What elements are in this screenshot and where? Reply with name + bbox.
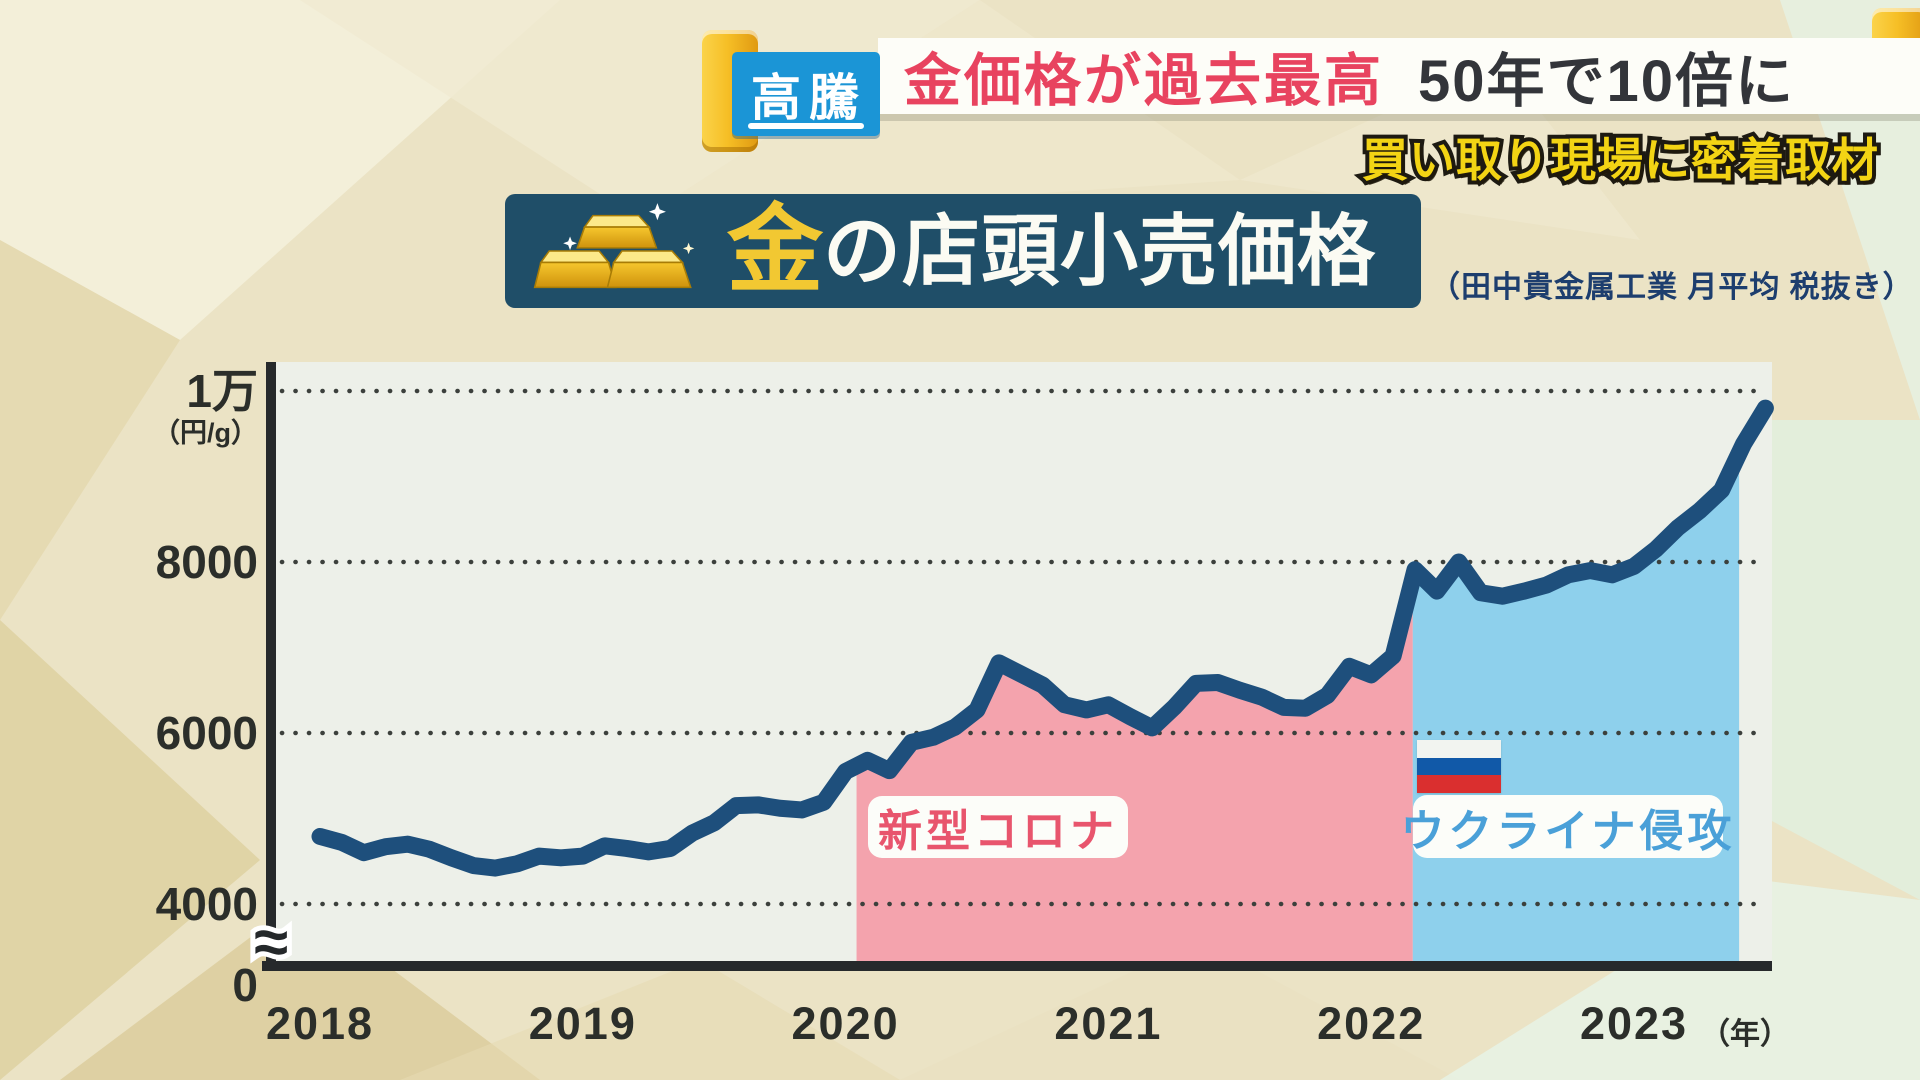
x-tick-label: 2020 [791, 998, 900, 1049]
chart-title-banner: 金 の店頭小売価格 [505, 194, 1421, 308]
x-axis-year-suffix: （年） [1700, 1018, 1790, 1051]
x-tick-label: 2021 [1054, 998, 1163, 1049]
headline-badge: 高騰 [732, 52, 880, 136]
x-tick-label: 2019 [528, 998, 637, 1049]
subtitle-text: 買い取り現場に密着取材 [1358, 130, 1882, 190]
ukraine-region-label: ウクライナ侵攻 [1400, 795, 1732, 858]
title-text: の店頭小売価格 [823, 207, 1377, 295]
price-line [311, 399, 1774, 877]
y-axis-unit: （円/g） [153, 418, 258, 448]
y-tick-label: 8000 [155, 536, 258, 588]
source-note: （田中貴金属工業 月平均 税抜き） [1430, 271, 1914, 304]
x-tick-label: 2018 [265, 998, 375, 1049]
x-tick-label: 2023 [1579, 998, 1689, 1049]
flag-stripe-white [1417, 740, 1501, 758]
y-axis [266, 362, 276, 970]
headline-red-text: 金価格が過去最高 [904, 49, 1384, 113]
x-axis [262, 961, 1772, 971]
y-tick-label: 6000 [155, 707, 258, 759]
russia-flag-icon [1417, 740, 1501, 793]
y-tick-label: 4000 [155, 878, 258, 930]
y-tick-label: 1万 [186, 365, 258, 417]
headline-dark-text: 50年で10倍に [1418, 49, 1796, 114]
title-gold-char: 金 [727, 197, 823, 304]
axis-break-symbol: ≈ [254, 908, 288, 977]
covid-region-label: 新型コロナ [868, 796, 1128, 858]
x-tick-label: 2022 [1317, 998, 1426, 1049]
gold-bars-icon [533, 203, 695, 289]
y-tick-label: 0 [232, 959, 258, 1011]
headline-bar: 金価格が過去最高 50年で10倍に [878, 38, 1920, 114]
badge-underline [748, 123, 864, 129]
badge-label: 高騰 [751, 70, 867, 126]
flag-stripe-red [1417, 775, 1501, 793]
flag-stripe-blue [1417, 757, 1501, 776]
